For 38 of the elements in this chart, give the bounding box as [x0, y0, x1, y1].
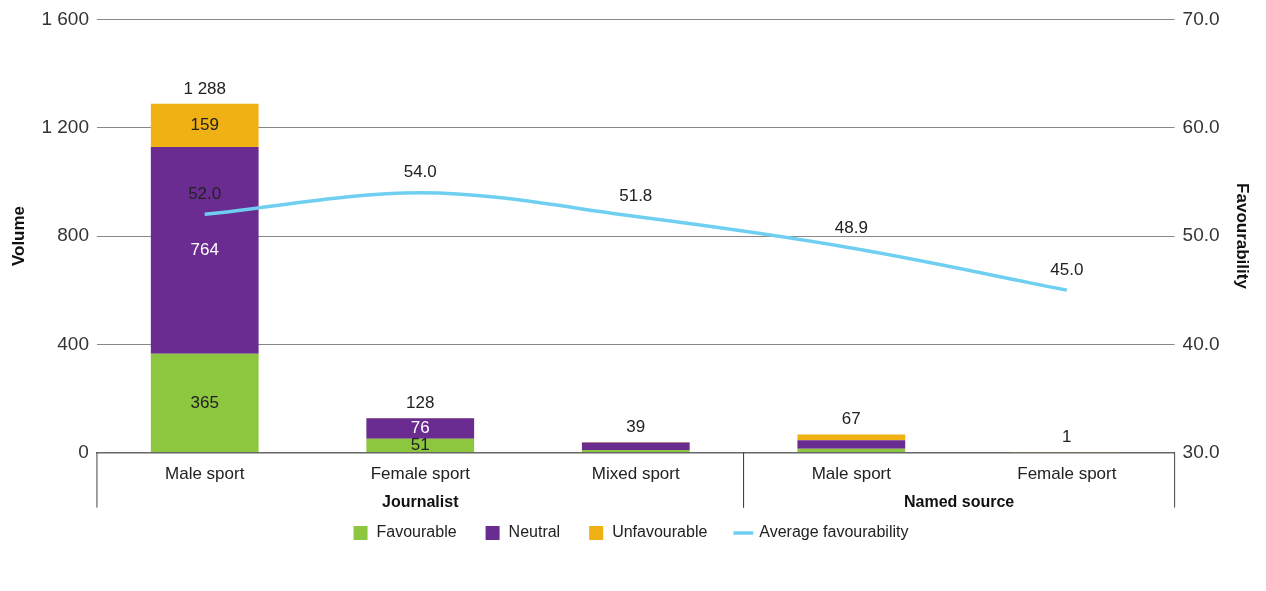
- x-tick-label: Female sport: [1017, 464, 1117, 484]
- data-label: 51: [410, 435, 430, 455]
- y-tick-label: 400: [57, 332, 89, 354]
- total-label: 1 288: [183, 78, 226, 98]
- x-tick-label: Female sport: [370, 464, 471, 484]
- data-label: 48.9: [834, 217, 868, 237]
- total-label: 128: [406, 392, 435, 412]
- y-tick-label: 800: [57, 224, 89, 246]
- text: Named source: [903, 493, 1015, 511]
- x-tick-label: Male sport: [811, 464, 892, 484]
- y-tick-label: 0: [78, 440, 89, 462]
- y-axis-title: Volume: [8, 205, 28, 267]
- data-label: 76: [410, 418, 430, 438]
- data-label: 764: [190, 240, 219, 260]
- legend-label: Neutral: [508, 523, 561, 541]
- data-label: 365: [190, 392, 219, 412]
- text: Journalist: [382, 493, 460, 511]
- y2-tick-label: 60.0: [1182, 115, 1220, 137]
- y-tick-label: 1 600: [41, 7, 89, 29]
- x-tick-label: Mixed sport: [591, 464, 680, 484]
- legend-label: Favourable: [376, 523, 457, 541]
- legend-label: Average favourability: [759, 523, 909, 541]
- data-label: 51.8: [619, 186, 653, 206]
- total-label: 1: [1062, 427, 1072, 447]
- data-label: 159: [190, 115, 219, 135]
- x-tick-label: Male sport: [165, 464, 245, 484]
- y2-axis-title: Favourability: [1233, 183, 1253, 290]
- data-label: 54.0: [403, 162, 437, 182]
- data-label: 52.0: [188, 184, 222, 204]
- data-label: 45.0: [1050, 259, 1084, 279]
- legend-label: Unfavourable: [612, 523, 708, 541]
- y2-tick-label: 70.0: [1182, 7, 1220, 29]
- total-label: 39: [626, 416, 646, 436]
- total-label: 67: [841, 409, 861, 429]
- y2-tick-label: 30.0: [1182, 440, 1220, 462]
- y2-tick-label: 40.0: [1182, 332, 1220, 354]
- y-tick-label: 1 200: [41, 115, 89, 137]
- y2-tick-label: 50.0: [1182, 224, 1220, 246]
